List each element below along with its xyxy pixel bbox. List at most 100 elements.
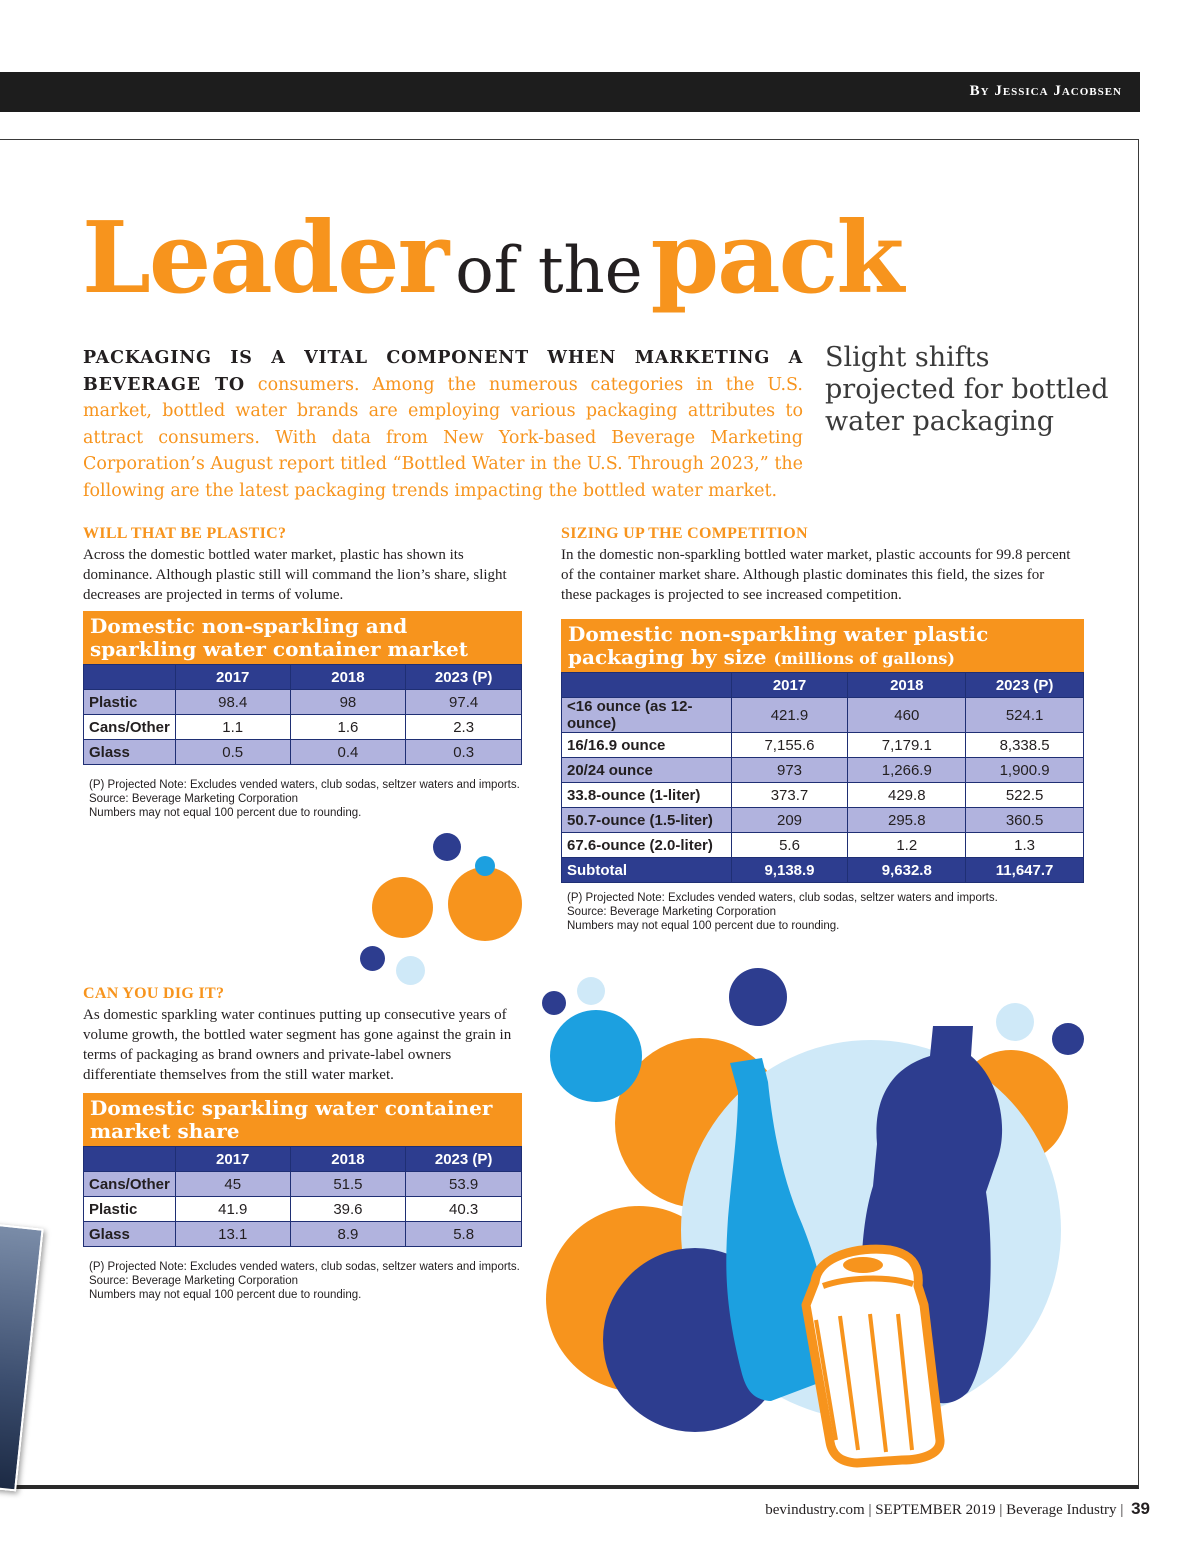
note-line: Source: Beverage Marketing Corporation [89,1275,299,1287]
row-label: 67.6-ounce (2.0-liter) [561,832,732,858]
table-header-row: 2017 2018 2023 (P) [83,1146,522,1172]
table-market-share: 2017 2018 2023 (P) Plastic 98.4 98 97.4 … [83,664,522,765]
column-header [561,672,732,698]
table-cell: 429.8 [847,782,967,808]
table-cell: 1.3 [965,832,1084,858]
decorative-dot [475,856,495,876]
table-cell: 522.5 [965,782,1084,808]
table-cell: 973 [730,757,849,783]
decorative-circle [550,1010,642,1102]
table-cell: 295.8 [847,807,967,833]
table-cell: 97.4 [405,689,522,715]
intro-paragraph: PACKAGING IS A VITAL COMPONENT WHEN MARK… [83,345,803,504]
column-header: 2018 [289,1146,407,1172]
decorative-dot [433,833,461,861]
table-cell: 0.5 [174,739,291,765]
table-cell: 98 [289,689,407,715]
row-label: Plastic [83,1196,176,1222]
title-word-of-the: of the [455,234,643,308]
table-title-market-share: Domestic non-sparkling and sparkling wat… [83,611,522,684]
table-row: 50.7-ounce (1.5-liter) 209 295.8 360.5 [561,807,1084,833]
column-header: 2018 [289,664,407,690]
table-cell: 1.2 [847,832,967,858]
table-cell: 40.3 [405,1196,522,1222]
column-header: 2023 (P) [405,664,522,690]
table-cell: 2.3 [405,714,522,740]
row-label: 50.7-ounce (1.5-liter) [561,807,732,833]
table-row: Cans/Other 1.1 1.6 2.3 [83,714,522,740]
column-header: 2023 (P) [405,1146,522,1172]
table-cell: 9,632.8 [847,857,967,883]
table-cell: 11,647.7 [965,857,1084,883]
top-bar: By Jessica Jacobsen [0,72,1140,112]
water-bottle-icon [726,1058,828,1401]
article-title: Leader of thepack [82,210,904,308]
table-row: Plastic 98.4 98 97.4 [83,689,522,715]
table-units: (millions of gallons) [773,649,955,668]
table-cell: 9,138.9 [730,857,849,883]
section-heading-competition: SIZING UP THE COMPETITION [561,525,808,542]
table-cell: 13.1 [174,1221,291,1247]
table-row: Plastic 41.9 39.6 40.3 [83,1196,522,1222]
table-cell: 360.5 [965,807,1084,833]
table-row: 67.6-ounce (2.0-liter) 5.6 1.2 1.3 [561,832,1084,858]
note-line: Source: Beverage Marketing Corporation [89,793,299,805]
footer-issue: SEPTEMBER 2019 [875,1502,996,1518]
table-row: Cans/Other 45 51.5 53.9 [83,1171,522,1197]
table-row: 20/24 ounce 973 1,266.9 1,900.9 [561,757,1084,783]
soda-can-icon [801,1244,945,1468]
title-word-leader: Leader [82,201,449,316]
table-cell: 98.4 [174,689,291,715]
intro-lead-in: PACKAGING IS A VITAL COMPONENT WHEN MARK… [83,348,803,395]
page-footer: bevindustry.com | SEPTEMBER 2019 | Bever… [765,1499,1150,1518]
row-label: Cans/Other [83,714,176,740]
table-cell: 421.9 [730,697,849,733]
note-line: Numbers may not equal 100 percent due to… [89,1289,362,1301]
table-title-text: Domestic non-sparkling water plastic pac… [568,622,989,669]
note-line: Numbers may not equal 100 percent due to… [89,807,362,819]
table-row: 33.8-ounce (1-liter) 373.7 429.8 522.5 [561,782,1084,808]
intro-body: consumers. Among the numerous categories… [83,374,803,501]
table-cell: 53.9 [405,1171,522,1197]
section-heading-plastic: WILL THAT BE PLASTIC? [83,525,287,542]
table-cell: 5.6 [730,832,849,858]
decorative-circle [729,968,787,1026]
table-cell: 45 [174,1171,291,1197]
row-label: Plastic [83,689,176,715]
table-title-packaging-size: Domestic non-sparkling water plastic pac… [561,619,1084,672]
byline: By Jessica Jacobsen [969,83,1122,99]
table-header-row: 2017 2018 2023 (P) [83,664,522,690]
section-body-dig-it: As domestic sparkling water continues pu… [83,1007,512,1083]
row-label: Subtotal [561,857,732,883]
row-label: Cans/Other [83,1171,176,1197]
decorative-circle [996,1003,1034,1041]
table-cell: 8.9 [289,1221,407,1247]
table-cell: 1,900.9 [965,757,1084,783]
row-label: Glass [83,1221,176,1247]
note-line: Numbers may not equal 100 percent due to… [567,920,840,932]
table-cell: 209 [730,807,849,833]
footer-site: bevindustry.com [765,1502,865,1518]
subtotal-row: Subtotal 9,138.9 9,632.8 11,647.7 [561,857,1084,883]
column-header: 2018 [847,672,967,698]
section-body-plastic: Across the domestic bottled water market… [83,547,507,603]
table-sparkling-share: 2017 2018 2023 (P) Cans/Other 45 51.5 53… [83,1146,522,1247]
column-header: 2023 (P) [965,672,1084,698]
table-cell: 460 [847,697,967,733]
note-line: (P) Projected Note: Excludes vended wate… [89,1261,520,1273]
table-cell: 373.7 [730,782,849,808]
table-title-sparkling-share: Domestic sparkling water container marke… [83,1093,522,1146]
table-cell: 39.6 [289,1196,407,1222]
decorative-dot [448,867,522,941]
decorative-circle [577,977,605,1005]
note-line: (P) Projected Note: Excludes vended wate… [89,779,520,791]
table-notes: (P) Projected Note: Excludes vended wate… [567,891,998,933]
table-packaging-size: 2017 2018 2023 (P) <16 ounce (as 12-ounc… [561,672,1084,883]
table-row: Glass 0.5 0.4 0.3 [83,739,522,765]
deck-subtitle: Slight shifts projected for bottled wate… [825,342,1109,437]
note-line: (P) Projected Note: Excludes vended wate… [567,892,998,904]
section-heading-dig-it: CAN YOU DIG IT? [83,985,225,1002]
bottles-and-can-illustration [542,968,1084,1468]
table-cell: 51.5 [289,1171,407,1197]
table-cell: 524.1 [965,697,1084,733]
